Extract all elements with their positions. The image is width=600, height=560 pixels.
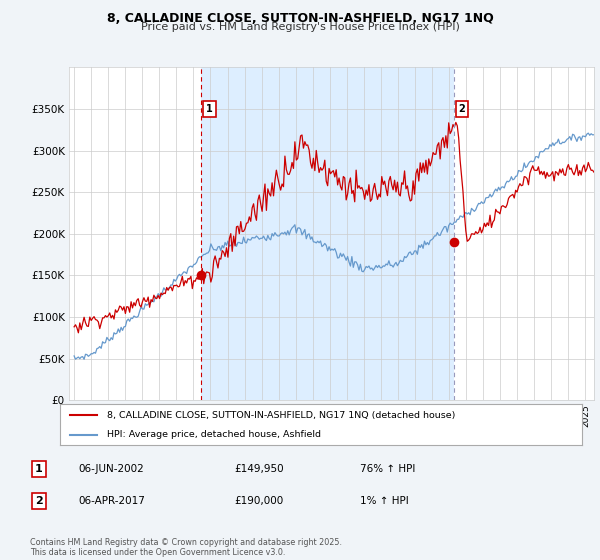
Text: £149,950: £149,950 [234,464,284,474]
Text: 06-JUN-2002: 06-JUN-2002 [78,464,144,474]
Text: 1: 1 [35,464,43,474]
Text: HPI: Average price, detached house, Ashfield: HPI: Average price, detached house, Ashf… [107,431,321,440]
Text: 06-APR-2017: 06-APR-2017 [78,496,145,506]
Text: 8, CALLADINE CLOSE, SUTTON-IN-ASHFIELD, NG17 1NQ (detached house): 8, CALLADINE CLOSE, SUTTON-IN-ASHFIELD, … [107,411,455,420]
Text: 2: 2 [35,496,43,506]
Text: Price paid vs. HM Land Registry's House Price Index (HPI): Price paid vs. HM Land Registry's House … [140,22,460,32]
Text: 76% ↑ HPI: 76% ↑ HPI [360,464,415,474]
Text: 1: 1 [206,104,212,114]
Text: Contains HM Land Registry data © Crown copyright and database right 2025.
This d: Contains HM Land Registry data © Crown c… [30,538,342,557]
Text: 1% ↑ HPI: 1% ↑ HPI [360,496,409,506]
Text: 2: 2 [458,104,466,114]
Text: 8, CALLADINE CLOSE, SUTTON-IN-ASHFIELD, NG17 1NQ: 8, CALLADINE CLOSE, SUTTON-IN-ASHFIELD, … [107,12,493,25]
Text: £190,000: £190,000 [234,496,283,506]
Bar [201,67,454,400]
